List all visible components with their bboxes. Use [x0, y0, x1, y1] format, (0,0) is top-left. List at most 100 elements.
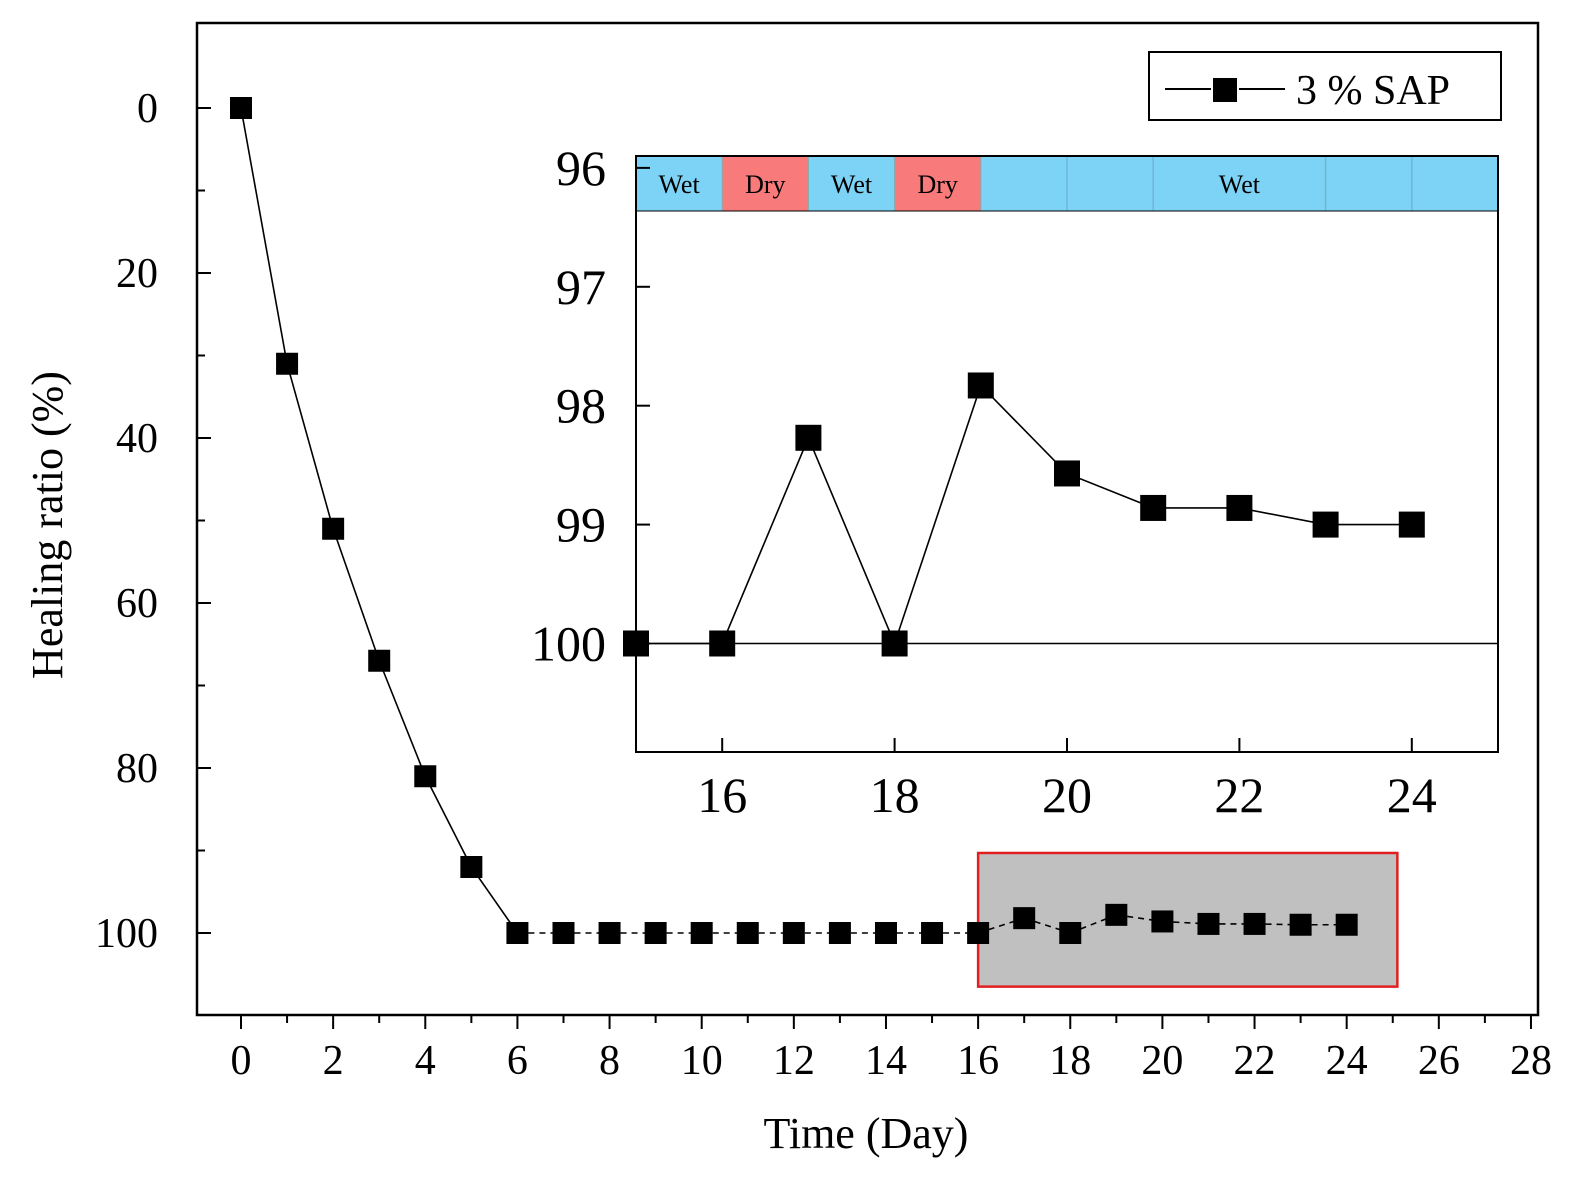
data-point	[874, 922, 897, 944]
inset-x-tick-label: 20	[1042, 767, 1092, 823]
inset-data-point	[795, 424, 822, 451]
data-point	[1105, 903, 1128, 926]
inset-y-tick-label: 98	[556, 378, 606, 434]
data-point	[506, 922, 529, 944]
data-point	[690, 922, 713, 944]
x-tick-label: 18	[1049, 1038, 1091, 1084]
inset-y-tick-label: 100	[531, 615, 606, 671]
x-tick-label: 24	[1326, 1038, 1368, 1084]
x-tick-label: 14	[865, 1038, 907, 1084]
data-point	[644, 922, 667, 944]
x-tick-label: 22	[1234, 1038, 1276, 1084]
condition-band-label: Wet	[658, 170, 700, 199]
inset-condition-bands: Wet Dry Wet Dry Wet	[635, 156, 1498, 212]
inset-data-point	[1226, 494, 1253, 521]
data-point	[782, 922, 805, 944]
inset-x-tick-label: 18	[870, 767, 920, 823]
data-point	[368, 649, 391, 672]
series-segment	[332, 528, 380, 662]
inset-series	[623, 372, 1425, 657]
x-tick-label: 28	[1510, 1038, 1552, 1084]
y-tick-label: 40	[116, 416, 158, 462]
series-segment	[424, 775, 473, 868]
inset-x-tick-label: 24	[1387, 767, 1437, 823]
legend-square-marker	[1213, 78, 1237, 102]
x-tick-label: 8	[599, 1038, 620, 1084]
data-point	[1151, 910, 1174, 933]
inset-y-tick-label: 97	[556, 259, 606, 315]
y-axis-title: Healing ratio (%)	[23, 371, 72, 679]
condition-band-label: Dry	[745, 170, 785, 199]
legend-box	[1148, 51, 1502, 121]
data-point	[828, 922, 851, 944]
condition-band	[722, 156, 809, 211]
data-point	[1197, 912, 1220, 935]
inset-data-point	[1398, 511, 1425, 538]
data-point	[276, 352, 299, 375]
y-tick-label: 60	[116, 581, 158, 627]
x-tick-label: 4	[415, 1038, 436, 1084]
condition-band	[636, 156, 723, 211]
inset-data-point	[1054, 460, 1080, 487]
x-tick-label: 12	[773, 1038, 815, 1084]
inset-axes: 16 18 20 22 24 96 97 98 99 100	[531, 140, 1498, 823]
x-tick-label: 6	[507, 1038, 528, 1084]
inset-x-tick-label: 22	[1214, 767, 1264, 823]
inset-chart: Wet Dry Wet Dry Wet 16 18 20 22 24 96 97 98 99 100	[531, 140, 1499, 823]
x-axis-title: Time (Day)	[764, 1109, 969, 1158]
inset-series-line	[636, 383, 1412, 646]
condition-band	[808, 156, 895, 211]
inset-data-point	[1312, 511, 1339, 538]
condition-band	[894, 156, 981, 211]
series-segment	[286, 363, 334, 529]
legend: 3 % SAP	[1148, 51, 1502, 121]
series-segment	[240, 107, 288, 364]
condition-band-label: Wet	[1219, 170, 1261, 199]
data-point	[1013, 907, 1036, 930]
x-tick-label: 26	[1418, 1038, 1460, 1084]
series-segment	[977, 917, 1025, 934]
inset-data-point	[881, 630, 908, 657]
data-point	[598, 922, 621, 944]
x-tick-label: 2	[323, 1038, 344, 1084]
main-series	[230, 97, 1358, 944]
x-tick-label: 0	[231, 1038, 252, 1084]
y-tick-label: 0	[137, 86, 158, 132]
data-point	[1243, 912, 1266, 935]
inset-y-tick-label: 96	[556, 140, 606, 196]
condition-band-label: Dry	[917, 170, 957, 199]
inset-y-tick-label: 99	[556, 497, 606, 553]
inset-data-point	[1140, 494, 1167, 521]
data-point	[1059, 922, 1082, 944]
series-segment	[1023, 917, 1071, 934]
data-point	[1335, 913, 1358, 936]
condition-band-label: Wet	[831, 170, 873, 199]
x-tick-label: 20	[1141, 1038, 1183, 1084]
data-point	[414, 765, 437, 788]
inset-data-point	[709, 630, 736, 657]
data-point	[552, 922, 575, 944]
x-tick-label: 10	[681, 1038, 723, 1084]
data-point	[460, 856, 483, 878]
data-point	[230, 97, 252, 119]
x-tick-label: 16	[957, 1038, 999, 1084]
y-tick-label: 80	[116, 746, 158, 792]
inset-background	[636, 156, 1498, 752]
y-tick-label: 100	[95, 911, 158, 957]
zoom-highlight-box	[976, 851, 1399, 988]
inset-x-tick-label: 16	[697, 767, 747, 823]
main-plot-frame	[195, 21, 1540, 1017]
data-point	[736, 922, 759, 944]
inset-data-point	[967, 372, 994, 399]
series-segment	[1069, 914, 1117, 934]
data-point	[1289, 913, 1312, 936]
y-tick-label: 20	[116, 251, 158, 297]
legend-label: 3 % SAP	[1296, 68, 1450, 114]
data-point	[967, 922, 990, 944]
data-point	[322, 517, 345, 540]
data-point	[921, 922, 944, 944]
series-segment	[378, 660, 427, 777]
inset-frame	[635, 155, 1499, 753]
